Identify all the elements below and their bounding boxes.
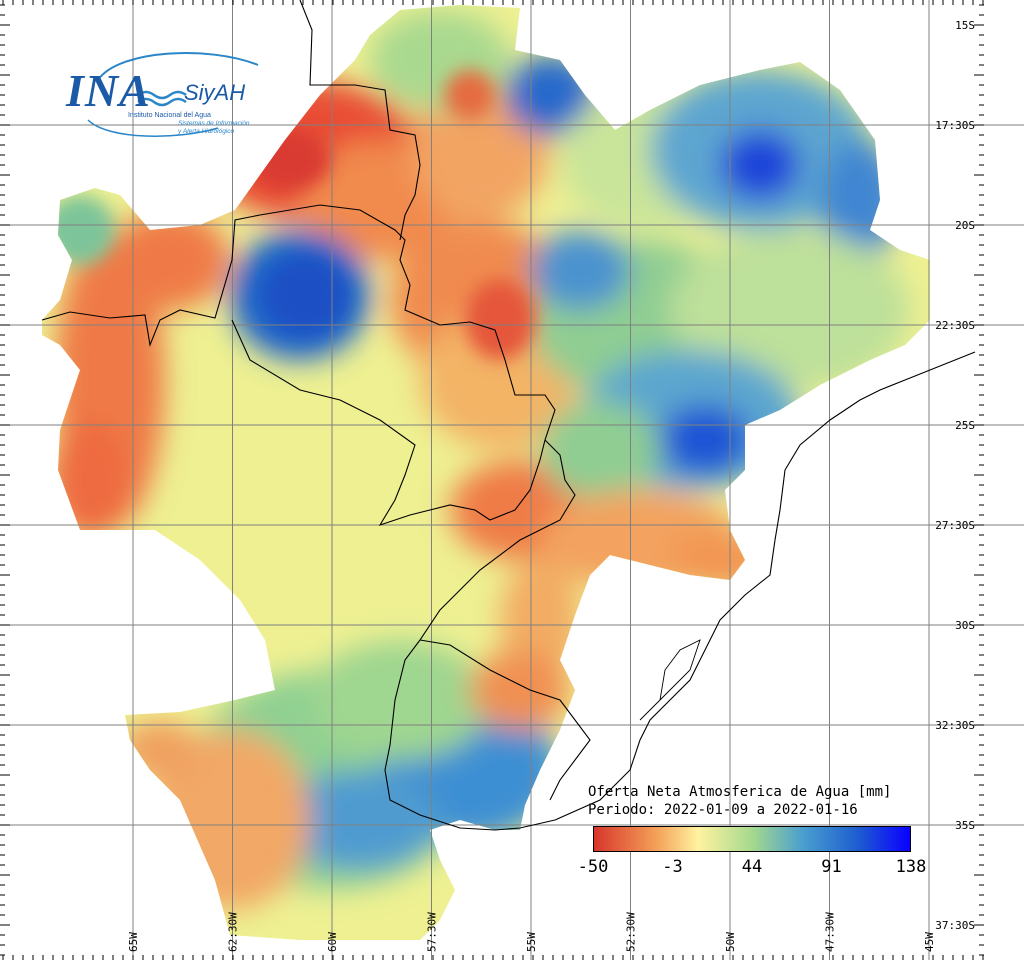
legend-tick-label: -50 <box>577 857 609 877</box>
latitude-label: 30S <box>955 619 975 632</box>
legend-colorbar <box>593 826 911 852</box>
longitude-label: 57:30W <box>426 912 439 952</box>
legend-tick-label: 91 <box>821 857 842 877</box>
latitude-label: 22:30S <box>935 319 975 332</box>
ina-siyah-logo: INA SiyAH Instituto Nacional del Agua Si… <box>58 40 288 150</box>
country-borders <box>41 0 976 831</box>
longitude-label: 52:30W <box>625 912 638 952</box>
frame-ticks <box>0 0 984 960</box>
latitude-label: 20S <box>955 219 975 232</box>
longitude-label: 55W <box>525 932 538 952</box>
legend-title: Oferta Neta Atmosferica de Agua [mm] <box>588 784 892 800</box>
longitude-label: 45W <box>923 932 936 952</box>
legend-tick-label: -3 <box>662 857 683 877</box>
longitude-label: 50W <box>724 932 737 952</box>
longitude-labels: 65W 62:30W 60W 57:30W 55W 52:30W 50W 47:30W 45W <box>127 912 936 952</box>
latitude-label: 32:30S <box>935 719 975 732</box>
longitude-label: 60W <box>326 932 339 952</box>
latitude-label: 35S <box>955 819 975 832</box>
latitude-label: 15S <box>955 19 975 32</box>
legend-period: Periodo: 2022-01-09 a 2022-01-16 <box>588 802 858 818</box>
legend-title-block: Oferta Neta Atmosferica de Agua [mm] Per… <box>588 783 891 819</box>
logo-subtitle-line-2: y Alerta Hidrológico <box>178 128 235 135</box>
logo-org-text: Instituto Nacional del Agua <box>128 112 211 119</box>
logo-subtitle: Sistemas de Información y Alerta Hidroló… <box>178 120 288 136</box>
legend-tick-label: 138 <box>895 857 927 877</box>
legend-tick-label: 44 <box>741 857 763 877</box>
logo-siyah-text: SiyAH <box>184 80 246 105</box>
latitude-label: 17:30S <box>935 119 975 132</box>
latitude-label: 37:30S <box>935 919 975 932</box>
longitude-label: 47:30W <box>824 912 837 952</box>
longitude-label: 65W <box>127 932 140 952</box>
latitude-label: 25S <box>955 419 975 432</box>
logo-ina-text: INA <box>66 65 151 116</box>
latitude-label: 27:30S <box>935 519 975 532</box>
logo-swoosh-icon <box>87 52 259 137</box>
longitude-label: 62:30W <box>227 912 240 952</box>
logo-subtitle-line-1: Sistemas de Información <box>178 120 250 127</box>
latitude-labels: 15S 17:30S 20S 22:30S 25S 27:30S 30S 32:30S 35S 3… <box>935 19 975 932</box>
